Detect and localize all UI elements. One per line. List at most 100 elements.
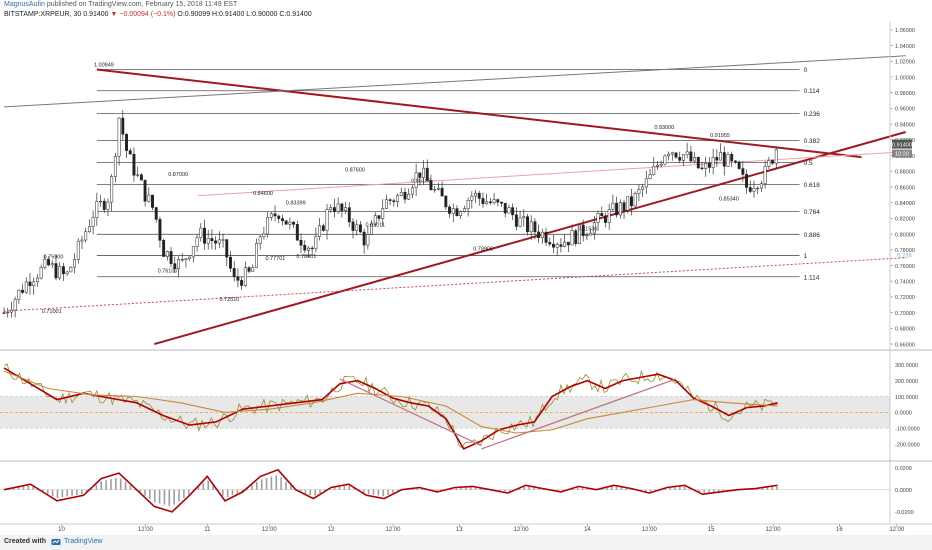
macd-histogram-bar	[231, 489, 234, 496]
candle-body	[240, 280, 244, 286]
candle-body	[269, 213, 273, 218]
candle-body	[514, 214, 518, 227]
candle-body	[589, 232, 593, 236]
candle-body	[507, 207, 511, 214]
macd-signal-line	[3, 468, 778, 513]
macd-histogram-bar	[469, 487, 472, 490]
candle-body	[262, 233, 266, 238]
candle-body	[618, 202, 622, 216]
candle-body	[203, 227, 206, 244]
price-change: −0.00094 (−0.1%)	[119, 11, 176, 18]
candle-body	[759, 183, 763, 189]
oscillator-trendline[interactable]	[339, 378, 482, 447]
macd-histogram-bar	[129, 485, 132, 490]
macd-histogram-bar	[533, 487, 535, 490]
macd-histogram-bar	[212, 485, 214, 490]
macd-histogram-bar	[236, 489, 239, 494]
macd-histogram-bar	[149, 489, 151, 500]
time-tick-label: 12:00	[138, 527, 154, 533]
oscillator-slow-line	[3, 370, 778, 434]
candle-body	[295, 224, 299, 241]
candle-body	[381, 208, 385, 219]
candle-body	[266, 217, 270, 235]
candle-body	[180, 259, 184, 261]
symbol-label[interactable]: BITSTAMP:XRPEUR, 30	[4, 11, 82, 18]
oscillator-trendline[interactable]	[481, 378, 677, 450]
candle-body	[774, 149, 778, 164]
candle-body	[544, 231, 548, 243]
candle-body	[748, 187, 752, 192]
candle-body	[574, 230, 578, 244]
time-tick-label: 12:00	[766, 527, 782, 533]
macd-histogram-bar	[499, 489, 501, 492]
macd-histogram-bar	[679, 486, 681, 490]
trendline-upper-grey[interactable]	[3, 55, 906, 108]
macd-histogram-bar	[226, 489, 229, 498]
candle-body	[722, 152, 726, 167]
candle-body	[255, 243, 258, 268]
candle-body	[711, 157, 715, 168]
trendline-descending[interactable]	[96, 68, 862, 159]
tradingview-brand-link[interactable]: TradingView	[64, 538, 103, 545]
candle-body	[58, 266, 62, 279]
macd-histogram-bar	[523, 486, 526, 490]
candle-body	[448, 206, 451, 214]
macd-histogram-bar	[465, 487, 467, 490]
fib-level-label: 1	[804, 253, 808, 260]
macd-histogram-bar	[508, 489, 511, 492]
candle-body	[648, 174, 652, 180]
macd-histogram-bar	[105, 480, 107, 490]
candle-body	[578, 224, 581, 244]
candle-body	[229, 256, 232, 269]
macd-histogram-bar	[698, 489, 701, 492]
candle-body	[685, 151, 689, 156]
fib-level-label: 0	[804, 67, 808, 74]
candle-body	[481, 198, 485, 204]
trendline-faint-red[interactable]	[198, 151, 906, 197]
candle-body	[50, 263, 54, 266]
price-point-label: 0.76100	[158, 269, 178, 275]
candle-body	[641, 186, 645, 190]
candle-body	[741, 168, 745, 175]
price-pane[interactable]: 1.06000 1.04000 1.02000 1.00000 0.98000 0.960…	[2, 28, 915, 348]
candle-body	[622, 202, 626, 211]
macd-histogram-bar	[610, 486, 613, 490]
macd-histogram-bar	[110, 479, 112, 490]
candle-body	[355, 224, 359, 231]
macd-histogram-bar	[285, 481, 287, 490]
macd-histogram-bar	[260, 479, 263, 490]
trendline-ascending[interactable]	[154, 131, 906, 346]
candle-body	[496, 199, 500, 203]
candle-body	[344, 207, 348, 212]
candle-body	[663, 155, 667, 165]
price-point-label: 0.91955	[710, 133, 730, 139]
oscillator-pane[interactable]: 300.0000 200.0000 100.0000 0.0000 -100.0000 -…	[0, 349, 932, 450]
macd-histogram-bar	[17, 487, 20, 490]
time-tick-label: 13	[456, 527, 463, 533]
macd-histogram-bar	[153, 489, 156, 503]
macd-histogram-bar	[56, 489, 59, 498]
time-axis[interactable]: 10 12:00 11 12:00 12 12:00 13 12:00 14 12:00 15 12:…	[0, 22, 932, 533]
macd-histogram-bar	[620, 487, 623, 490]
macd-histogram-bar	[90, 488, 93, 490]
macd-histogram-bar	[435, 489, 438, 492]
trendline-dotted-red[interactable]	[3, 257, 906, 312]
candle-body	[656, 164, 659, 167]
author-link[interactable]: MagnusAufin	[4, 1, 45, 8]
macd-histogram-bar	[251, 485, 253, 490]
macd-pane[interactable]: 0.0200 0.0000 -0.0200	[0, 460, 932, 516]
candle-body	[39, 267, 43, 279]
macd-histogram-bar	[683, 486, 686, 490]
macd-histogram-bar	[270, 476, 273, 490]
price-point-label: 0.77701	[265, 256, 285, 262]
macd-histogram-bar	[158, 489, 161, 504]
candle-body	[332, 207, 336, 212]
oscillator-fast-line	[3, 367, 778, 450]
macd-histogram-bar	[625, 488, 628, 490]
macd-histogram-bar	[265, 477, 268, 490]
candle-body	[136, 174, 140, 176]
candle-body	[670, 152, 674, 155]
oscillator-tick-label: -200.0000	[895, 442, 920, 448]
candle-body	[21, 289, 25, 293]
